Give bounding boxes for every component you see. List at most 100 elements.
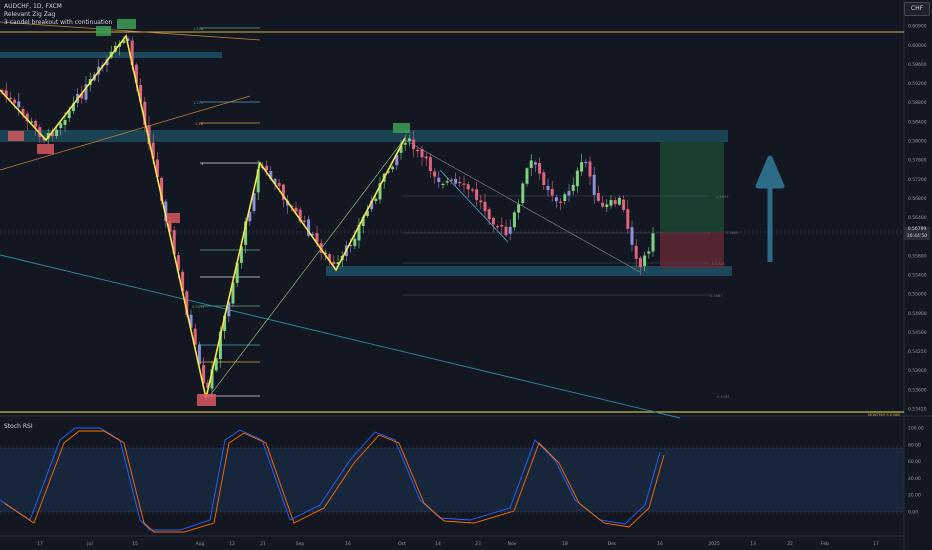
current-price-tag: 0.56799 16:44:50 bbox=[904, 227, 930, 240]
price-label: 0.59600 bbox=[908, 62, 927, 68]
candle bbox=[63, 120, 67, 125]
candle bbox=[273, 178, 277, 184]
candle bbox=[80, 93, 84, 99]
candle bbox=[634, 245, 638, 259]
candle bbox=[601, 202, 605, 207]
candle bbox=[559, 201, 563, 203]
candle bbox=[298, 209, 302, 222]
candle bbox=[437, 177, 441, 182]
candle bbox=[546, 186, 550, 191]
candle bbox=[46, 133, 50, 139]
price-label: 0.53420 bbox=[908, 407, 927, 413]
candle bbox=[424, 156, 428, 159]
candle bbox=[370, 200, 374, 210]
indicator-breakout[interactable]: 3 candel breakout with continuation bbox=[4, 19, 113, 26]
target-zone bbox=[660, 142, 724, 232]
trendline-teal bbox=[0, 254, 681, 419]
price-label: 0.60900 bbox=[908, 24, 927, 30]
candle bbox=[567, 190, 571, 196]
current-price: 0.56799 bbox=[907, 227, 927, 232]
price-label: 0.58000 bbox=[908, 139, 927, 145]
candle bbox=[126, 38, 130, 41]
trendline-orange-top bbox=[0, 21, 261, 41]
candle bbox=[353, 238, 357, 247]
candle bbox=[525, 168, 529, 184]
price-label: 0.59200 bbox=[908, 81, 927, 87]
candle bbox=[189, 314, 193, 328]
up-arrow-icon bbox=[755, 155, 785, 262]
candle bbox=[391, 166, 395, 170]
time-label: 2025 bbox=[708, 541, 720, 547]
candle bbox=[244, 221, 248, 245]
candle bbox=[630, 227, 634, 245]
time-label: Nov bbox=[508, 541, 517, 547]
candle bbox=[323, 252, 327, 255]
candle bbox=[412, 139, 416, 150]
candle bbox=[134, 64, 138, 84]
candle bbox=[13, 99, 17, 104]
candle bbox=[529, 160, 533, 168]
rsi-axis-labels: 100.00 80.00 60.00 40.00 20.00 0.00 bbox=[908, 426, 924, 516]
candle bbox=[210, 369, 214, 389]
candle bbox=[218, 331, 222, 359]
price-label: 0.57200 bbox=[908, 177, 927, 183]
rsi-label: 80.00 bbox=[908, 442, 921, 448]
candle bbox=[538, 163, 542, 174]
price-label: 0.60000 bbox=[908, 43, 927, 49]
candle bbox=[445, 181, 449, 183]
trendline-orange-lower bbox=[0, 95, 251, 171]
candle bbox=[105, 59, 109, 66]
candle bbox=[25, 113, 29, 122]
candle bbox=[483, 201, 487, 212]
candle bbox=[59, 123, 63, 129]
stoch-rsi-k-line bbox=[0, 427, 661, 531]
price-pane bbox=[0, 0, 904, 416]
candle bbox=[265, 165, 269, 171]
price-label: 0.54900 bbox=[908, 311, 927, 317]
candle bbox=[571, 184, 575, 191]
candle bbox=[521, 183, 525, 203]
candle bbox=[21, 109, 25, 115]
candle bbox=[50, 132, 54, 137]
candle bbox=[281, 184, 285, 200]
candle bbox=[164, 201, 168, 221]
candle bbox=[643, 255, 647, 267]
candle bbox=[441, 183, 445, 186]
symbol-line[interactable]: AUDCHF, 1D, FXCM bbox=[4, 3, 62, 10]
candle bbox=[252, 193, 256, 211]
rsi-title[interactable]: Stoch RSI bbox=[4, 423, 33, 430]
support-zone bbox=[326, 266, 732, 276]
currency-button[interactable]: CHF bbox=[904, 2, 930, 16]
candle bbox=[29, 121, 33, 123]
time-label: 17 bbox=[37, 541, 43, 547]
candle bbox=[302, 220, 306, 222]
indicator-zigzag[interactable]: Relevant Zig Zag bbox=[4, 11, 56, 18]
candle bbox=[613, 200, 617, 205]
chart-header: AUDCHF, 1D, FXCM Relevant Zig Zag 3 cand… bbox=[4, 3, 112, 27]
price-axis-labels: 0.615000.609000.600000.596000.592000.588… bbox=[908, 5, 927, 413]
candle bbox=[8, 97, 12, 100]
candle bbox=[336, 262, 340, 264]
candle bbox=[181, 271, 185, 292]
candle bbox=[155, 159, 159, 177]
candle bbox=[374, 198, 378, 202]
candle bbox=[239, 246, 243, 263]
fib-label: 1.18 bbox=[195, 122, 204, 126]
candle bbox=[206, 382, 210, 388]
candle bbox=[349, 244, 353, 247]
candle bbox=[130, 40, 134, 65]
candle bbox=[563, 194, 567, 201]
candle bbox=[202, 365, 206, 384]
rsi-label: 100.00 bbox=[908, 426, 924, 432]
candle bbox=[4, 90, 8, 97]
candle bbox=[491, 218, 495, 225]
candle bbox=[462, 183, 466, 185]
fib-label: 0.5735 bbox=[712, 262, 725, 266]
price-label: 0.58400 bbox=[908, 119, 927, 125]
candle bbox=[122, 40, 126, 43]
candle bbox=[361, 216, 365, 226]
candle bbox=[55, 129, 59, 136]
price-label: 0.56400 bbox=[908, 215, 927, 221]
candle bbox=[588, 161, 592, 177]
